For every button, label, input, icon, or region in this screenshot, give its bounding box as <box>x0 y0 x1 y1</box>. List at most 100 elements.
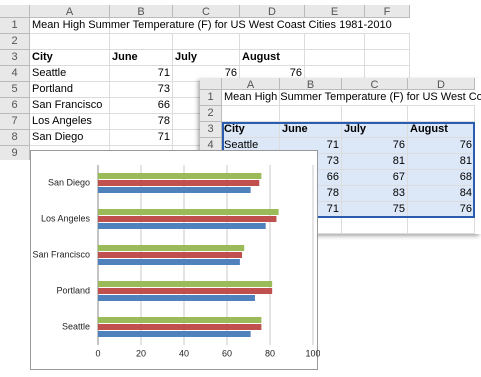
y-tick-label: Los Angeles <box>41 213 91 223</box>
cell[interactable]: 66 <box>110 98 173 114</box>
cell[interactable] <box>110 18 173 34</box>
x-tick-label: 80 <box>265 348 275 358</box>
cell[interactable]: Portland <box>30 82 110 98</box>
cell[interactable] <box>280 106 342 122</box>
column-header[interactable]: F <box>365 5 410 18</box>
cell[interactable]: June <box>280 122 342 138</box>
row-header[interactable]: 1 <box>0 18 30 34</box>
cell[interactable] <box>365 18 410 34</box>
cell[interactable] <box>408 218 475 234</box>
bar <box>98 317 262 323</box>
cell[interactable] <box>240 18 305 34</box>
cell[interactable]: August <box>408 122 475 138</box>
cell[interactable]: San Diego <box>30 130 110 146</box>
cell[interactable] <box>365 50 410 66</box>
y-tick-label: Portland <box>56 285 90 295</box>
cell[interactable] <box>342 218 408 234</box>
bar <box>98 288 273 294</box>
y-tick-label: San Diego <box>48 177 90 187</box>
chart: 0 20 40 60 80 100 Seattle Portland San Francisco… <box>30 150 320 370</box>
bar <box>98 281 273 287</box>
bar <box>98 223 266 229</box>
cell[interactable] <box>305 18 365 34</box>
cell[interactable]: 75 <box>342 202 408 218</box>
bar <box>98 180 260 186</box>
cell[interactable]: City <box>222 122 280 138</box>
cell[interactable]: Seattle <box>30 66 110 82</box>
bar <box>98 324 262 330</box>
column-header[interactable]: B <box>280 78 342 91</box>
cell[interactable]: San Francisco <box>30 98 110 114</box>
cell[interactable] <box>240 34 305 50</box>
cell[interactable] <box>222 106 280 122</box>
column-header[interactable]: A <box>222 78 280 91</box>
cell[interactable]: 76 <box>342 138 408 154</box>
cell[interactable]: 73 <box>110 82 173 98</box>
x-tick-label: 0 <box>95 348 100 358</box>
cell[interactable]: July <box>342 122 408 138</box>
x-tick-label: 100 <box>305 348 320 358</box>
cell[interactable] <box>342 106 408 122</box>
bar <box>98 187 251 193</box>
row-header[interactable]: 2 <box>0 34 30 50</box>
row-header[interactable]: 7 <box>0 114 30 130</box>
cell[interactable]: Los Angeles <box>30 114 110 130</box>
cell[interactable] <box>365 34 410 50</box>
cell[interactable] <box>110 34 173 50</box>
cell[interactable]: June <box>110 50 173 66</box>
cell[interactable] <box>305 50 365 66</box>
cell[interactable]: 71 <box>110 66 173 82</box>
bar <box>98 216 277 222</box>
cell[interactable] <box>173 34 240 50</box>
bar <box>98 245 245 251</box>
cell[interactable]: 67 <box>342 170 408 186</box>
y-tick-label: San Francisco <box>32 249 90 259</box>
bar <box>98 259 240 265</box>
cell[interactable]: July <box>173 50 240 66</box>
cell[interactable] <box>408 90 475 106</box>
cell[interactable]: 71 <box>110 130 173 146</box>
row-header[interactable]: 6 <box>0 98 30 114</box>
cell[interactable] <box>305 34 365 50</box>
row-header[interactable]: 9 <box>0 146 30 160</box>
bar <box>98 173 262 179</box>
bar <box>98 331 251 337</box>
row-header[interactable]: 2 <box>200 106 222 122</box>
x-tick-label: 60 <box>222 348 232 358</box>
cell[interactable]: August <box>240 50 305 66</box>
row-header[interactable]: 4 <box>0 66 30 82</box>
x-tick-label: 40 <box>179 348 189 358</box>
column-header[interactable]: C <box>173 5 240 18</box>
cell[interactable] <box>173 18 240 34</box>
cell[interactable]: 83 <box>342 186 408 202</box>
column-header[interactable]: B <box>110 5 173 18</box>
row-header[interactable]: 5 <box>0 82 30 98</box>
cell[interactable] <box>342 90 408 106</box>
cell[interactable]: Mean High Summer Temperature (F) for US … <box>222 90 481 106</box>
corner <box>0 5 30 18</box>
cell[interactable]: 68 <box>408 170 475 186</box>
cell[interactable]: 81 <box>408 154 475 170</box>
column-header[interactable]: E <box>305 5 365 18</box>
cell[interactable]: City <box>30 50 110 66</box>
cell[interactable]: Mean High Summer Temperature (F) for US … <box>30 18 392 34</box>
column-header[interactable]: D <box>408 78 475 91</box>
y-tick-label: Seattle <box>62 321 90 331</box>
row-header[interactable]: 3 <box>0 50 30 66</box>
column-header[interactable]: C <box>342 78 408 91</box>
cell[interactable]: 76 <box>408 138 475 154</box>
bar <box>98 295 255 301</box>
column-header[interactable]: A <box>30 5 110 18</box>
cell[interactable]: 78 <box>110 114 173 130</box>
row-header[interactable]: 8 <box>0 130 30 146</box>
row-header[interactable]: 1 <box>200 90 222 106</box>
bar <box>98 252 243 258</box>
bar <box>98 209 279 215</box>
cell[interactable] <box>30 34 110 50</box>
cell[interactable] <box>280 90 342 106</box>
column-header[interactable]: D <box>240 5 305 18</box>
cell[interactable] <box>408 106 475 122</box>
cell[interactable]: 81 <box>342 154 408 170</box>
row-header[interactable]: 3 <box>200 122 222 138</box>
